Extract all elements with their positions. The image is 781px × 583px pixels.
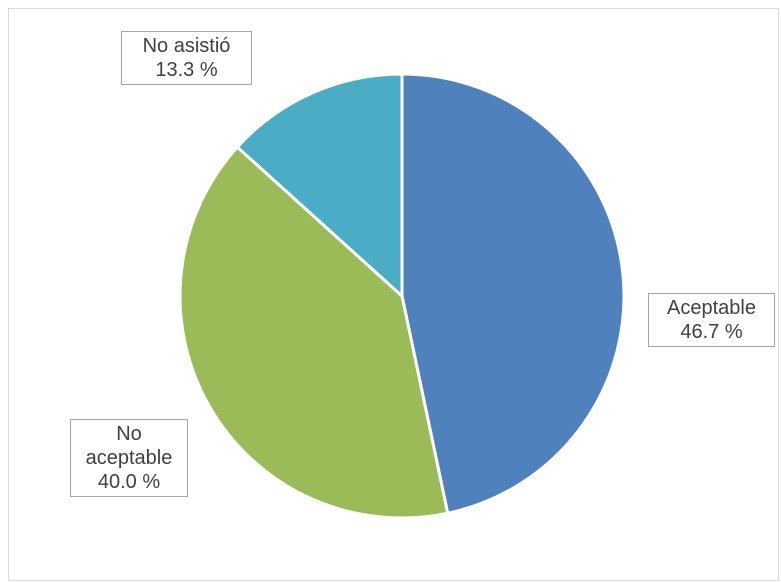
slice-label-aceptable: Aceptable 46.7 % — [648, 293, 775, 347]
slice-label-no-asistio-name: No asistió — [142, 35, 231, 57]
pie-slice-aceptable — [400, 72, 626, 515]
pie-slice-no-asistio — [235, 72, 404, 298]
slice-label-no-asistio: No asistió 13.3 % — [121, 31, 252, 85]
slice-label-no-aceptable: No aceptable 40.0 % — [70, 419, 188, 497]
pie-slice-no-aceptable — [178, 145, 450, 520]
slice-label-no-aceptable-name-2: aceptable — [85, 447, 173, 469]
slice-label-no-asistio-value: 13.3 % — [155, 59, 218, 81]
slice-label-no-aceptable-value: 40.0 % — [97, 471, 161, 493]
slice-label-no-aceptable-name-1: No — [116, 423, 142, 445]
slice-label-aceptable-name: Aceptable — [667, 297, 756, 319]
slice-label-aceptable-value: 46.7 % — [680, 321, 743, 343]
